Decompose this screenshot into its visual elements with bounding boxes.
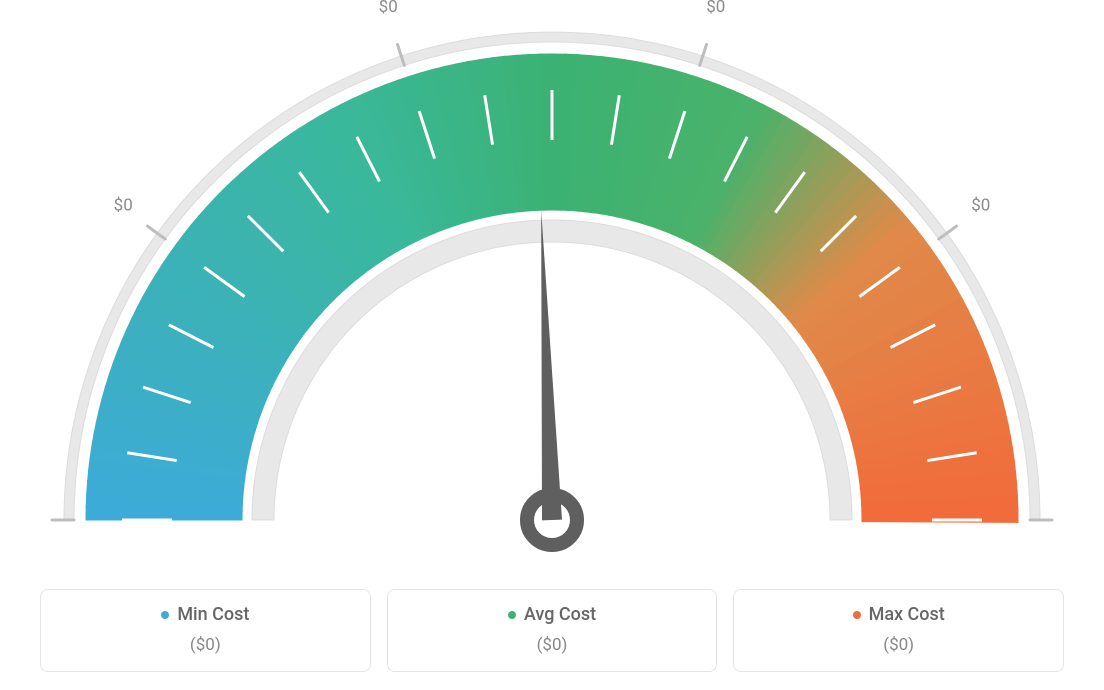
gauge-svg: $0$0$0$0$0$0 — [42, 0, 1062, 560]
tick-label: $0 — [379, 0, 398, 17]
gauge-needle — [541, 210, 562, 520]
legend-value-avg: ($0) — [388, 635, 717, 655]
legend-title-avg: Avg Cost — [508, 604, 596, 625]
legend-title-max: Max Cost — [853, 604, 945, 625]
legend-box-avg: Avg Cost ($0) — [387, 589, 718, 673]
gauge-wrap: $0$0$0$0$0$0 — [42, 0, 1062, 560]
legend-label-avg: Avg Cost — [524, 604, 596, 625]
legend-box-min: Min Cost ($0) — [40, 589, 371, 673]
gauge-chart-container: $0$0$0$0$0$0 Min Cost ($0) Avg Cost ($0)… — [0, 0, 1104, 690]
legend-box-max: Max Cost ($0) — [733, 589, 1064, 673]
legend-dot-min — [161, 611, 169, 619]
legend-dot-avg — [508, 611, 516, 619]
legend-row: Min Cost ($0) Avg Cost ($0) Max Cost ($0… — [40, 589, 1064, 673]
legend-value-max: ($0) — [734, 635, 1063, 655]
tick-label: $0 — [114, 195, 133, 215]
legend-title-min: Min Cost — [161, 604, 249, 625]
tick-label: $0 — [971, 195, 990, 215]
legend-dot-max — [853, 611, 861, 619]
legend-value-min: ($0) — [41, 635, 370, 655]
legend-label-max: Max Cost — [869, 604, 945, 625]
legend-label-min: Min Cost — [177, 604, 249, 625]
tick-label: $0 — [706, 0, 725, 17]
